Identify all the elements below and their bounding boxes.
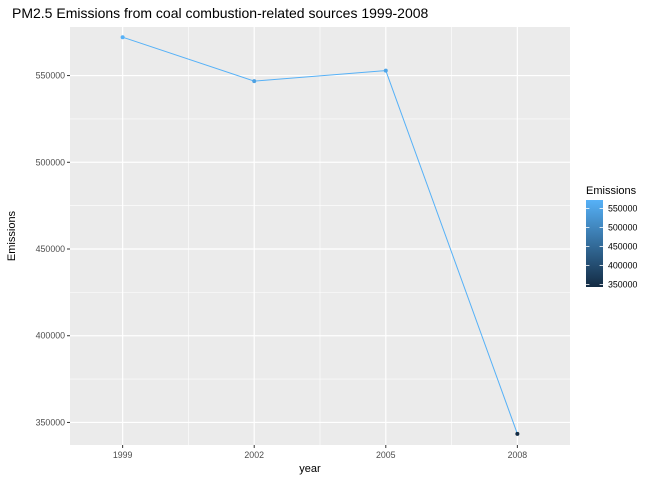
y-tick-label: 350000	[36, 417, 65, 427]
y-tick-label: 500000	[36, 157, 65, 167]
x-axis: 1999 2002 2005 2008	[113, 445, 527, 460]
legend-ticks: 350000 400000 450000 500000 550000	[586, 203, 637, 290]
x-tick-label: 1999	[113, 450, 133, 460]
x-tick-label: 2005	[376, 450, 396, 460]
legend-label: 500000	[608, 222, 637, 232]
legend-title: Emissions	[586, 185, 637, 197]
data-point	[120, 35, 125, 40]
data-point	[515, 431, 520, 436]
legend-colorbar	[586, 200, 603, 287]
y-tick-label: 450000	[36, 244, 65, 254]
y-tick-label: 550000	[36, 71, 65, 81]
series-line	[122, 36, 518, 435]
legend-label: 550000	[608, 203, 637, 213]
y-axis-title: Emissions	[6, 210, 18, 261]
y-axis: 350000 400000 450000 500000 550000	[36, 71, 70, 427]
legend-label: 450000	[608, 241, 637, 251]
legend-label: 350000	[608, 280, 637, 290]
x-axis-title: year	[299, 463, 321, 475]
grid-major	[70, 27, 570, 445]
legend: Emissions 350000 400000 450000 500000 550000	[586, 185, 637, 290]
grid-minor	[70, 27, 570, 445]
legend-label: 400000	[608, 260, 637, 270]
series-points	[120, 35, 520, 436]
y-tick-label: 400000	[36, 331, 65, 341]
data-point	[252, 79, 257, 84]
data-point	[383, 68, 388, 73]
chart-title: PM2.5 Emissions from coal combustion-rel…	[12, 5, 429, 21]
x-tick-label: 2008	[508, 450, 528, 460]
x-tick-label: 2002	[244, 450, 264, 460]
